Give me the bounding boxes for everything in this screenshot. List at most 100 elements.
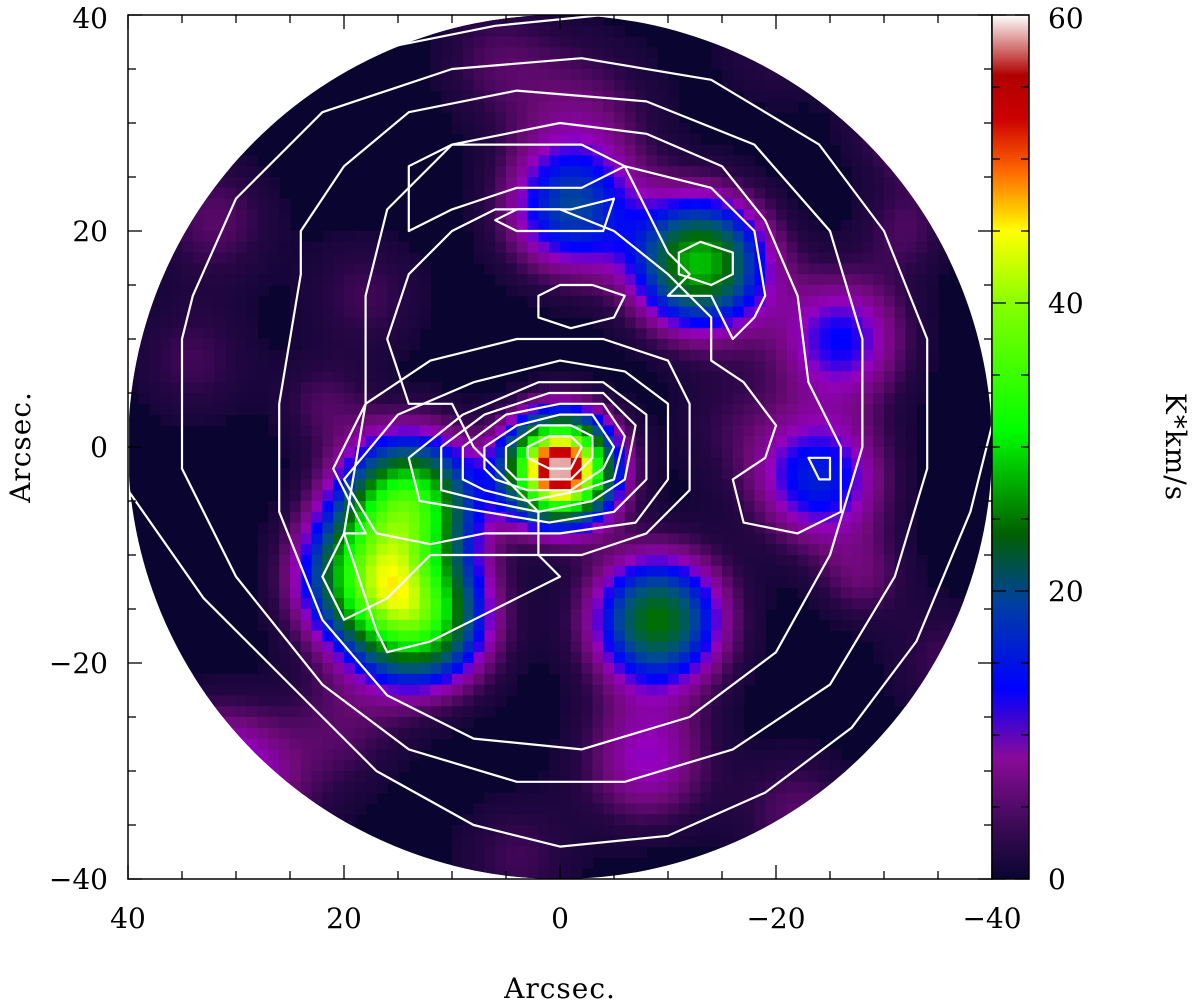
map-pixel	[462, 825, 475, 837]
map-pixel	[527, 468, 539, 480]
map-pixel	[452, 673, 464, 686]
map-pixel	[300, 803, 313, 815]
map-pixel	[581, 598, 593, 610]
map-pixel	[776, 803, 788, 815]
map-pixel	[290, 447, 302, 459]
map-pixel	[884, 609, 896, 621]
map-pixel	[657, 533, 669, 545]
map-pixel	[657, 727, 669, 740]
map-pixel	[700, 457, 712, 470]
map-pixel	[549, 868, 561, 879]
map-pixel	[711, 511, 723, 524]
map-pixel	[581, 209, 593, 221]
map-pixel	[732, 220, 745, 232]
map-pixel	[732, 295, 745, 308]
map-pixel	[506, 447, 518, 459]
map-pixel	[387, 241, 399, 254]
map-pixel	[592, 295, 604, 308]
map-pixel	[916, 673, 928, 686]
map-pixel	[495, 641, 507, 653]
map-pixel	[873, 630, 885, 642]
map-pixel	[430, 609, 442, 621]
map-pixel	[311, 479, 323, 491]
map-pixel	[506, 598, 518, 610]
map-pixel	[754, 371, 766, 383]
map-pixel	[246, 285, 259, 297]
map-pixel	[603, 252, 615, 264]
map-pixel	[581, 36, 593, 48]
map-pixel	[894, 209, 907, 221]
map-pixel	[592, 684, 604, 696]
map-pixel	[603, 47, 615, 59]
map-pixel	[354, 792, 367, 804]
map-pixel	[506, 209, 518, 221]
map-pixel	[808, 425, 820, 437]
map-pixel	[624, 706, 637, 718]
map-pixel	[581, 738, 593, 750]
map-pixel	[376, 382, 388, 394]
map-pixel	[732, 349, 745, 362]
map-pixel	[819, 760, 831, 772]
map-pixel	[700, 684, 712, 696]
x-tick-label: 40	[110, 902, 146, 935]
contour-level-11	[461, 402, 626, 503]
map-pixel	[657, 339, 669, 351]
map-pixel	[689, 349, 701, 362]
map-pixel	[354, 349, 367, 362]
map-pixel	[722, 425, 734, 437]
map-pixel	[581, 263, 593, 275]
map-pixel	[614, 717, 626, 729]
map-pixel	[657, 835, 669, 848]
map-pixel	[894, 306, 907, 318]
map-pixel	[462, 155, 475, 167]
map-pixel	[376, 479, 388, 491]
map-pixel	[344, 479, 356, 491]
map-pixel	[452, 857, 464, 869]
map-pixel	[873, 447, 885, 459]
map-pixel	[743, 544, 755, 556]
map-pixel	[203, 285, 215, 297]
map-pixel	[884, 339, 896, 351]
map-pixel	[192, 695, 205, 707]
map-pixel	[344, 663, 356, 675]
y-tick-label: 0	[90, 431, 108, 464]
map-pixel	[884, 220, 896, 232]
contour-level-6	[677, 240, 734, 287]
map-pixel	[516, 15, 529, 27]
map-pixel	[830, 587, 842, 599]
map-pixel	[365, 252, 377, 264]
map-pixel	[754, 641, 766, 653]
map-pixel	[203, 673, 215, 686]
map-pixel	[354, 490, 367, 502]
map-pixel	[268, 641, 280, 653]
map-pixel	[614, 825, 626, 837]
map-pixel	[462, 868, 475, 879]
map-pixel	[689, 609, 701, 621]
map-pixel	[506, 382, 518, 394]
map-pixel	[246, 231, 259, 243]
map-pixel	[657, 652, 669, 664]
map-pixel	[743, 371, 755, 383]
map-pixel	[614, 274, 626, 286]
map-pixel	[624, 619, 637, 632]
map-pixel	[549, 760, 561, 772]
map-pixel	[819, 479, 831, 491]
map-pixel	[624, 166, 637, 178]
map-pixel	[430, 673, 442, 686]
map-pixel	[333, 522, 345, 534]
map-pixel	[279, 598, 291, 610]
map-pixel	[452, 511, 464, 524]
map-pixel	[430, 576, 442, 588]
map-pixel	[700, 209, 712, 221]
map-pixel	[441, 69, 453, 81]
map-pixel	[668, 727, 680, 740]
map-pixel	[441, 457, 453, 470]
map-pixel	[344, 511, 356, 524]
map-pixel	[527, 177, 539, 189]
map-pixel	[495, 198, 507, 210]
map-pixel	[603, 792, 615, 804]
map-pixel	[635, 619, 647, 632]
map-pixel	[441, 630, 453, 642]
map-pixel	[635, 609, 647, 621]
map-pixel	[560, 295, 572, 308]
